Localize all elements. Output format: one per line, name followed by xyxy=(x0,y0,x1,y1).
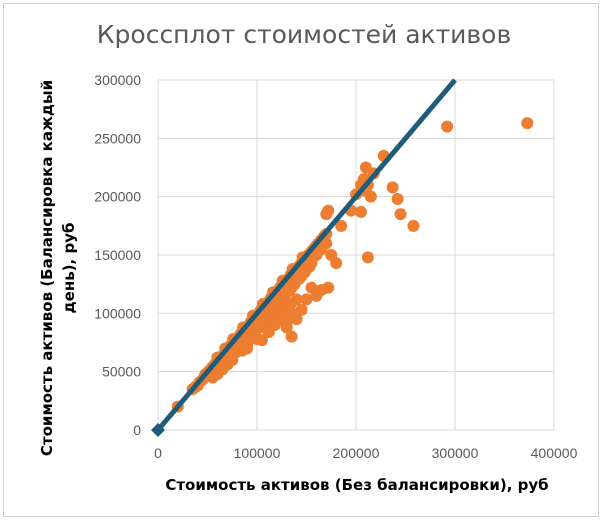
data-point xyxy=(394,208,407,221)
x-tick-labels: 0 100000 200000 300000 400000 xyxy=(154,445,577,461)
x-tick-label: 300000 xyxy=(432,445,479,461)
x-axis-title: Стоимость активов (Без балансировки), ру… xyxy=(165,476,548,494)
data-point xyxy=(407,219,420,232)
y-tick-label: 50000 xyxy=(102,364,141,380)
data-point xyxy=(441,120,454,133)
y-tick-label: 0 xyxy=(133,422,141,438)
data-point xyxy=(364,190,377,203)
data-point xyxy=(290,293,303,306)
y-axis-title-line-1: Стоимость активов (Балансировка каждый xyxy=(38,80,56,456)
data-point xyxy=(255,334,268,347)
data-point xyxy=(386,181,399,194)
data-point xyxy=(361,251,374,264)
data-point xyxy=(391,193,404,205)
y-tick-labels: 0 50000 100000 150000 200000 250000 300000 xyxy=(94,72,141,438)
data-point xyxy=(354,205,367,218)
data-point xyxy=(320,237,333,250)
y-tick-label: 250000 xyxy=(94,130,141,146)
reference-line xyxy=(156,78,457,432)
reference-line-group xyxy=(151,78,457,437)
data-point xyxy=(241,342,254,355)
x-tick-label: 200000 xyxy=(333,445,380,461)
y-axis-title-line-2: день), руб xyxy=(60,223,78,314)
data-point xyxy=(290,313,303,326)
data-point xyxy=(305,281,318,294)
y-tick-label: 150000 xyxy=(94,247,141,263)
y-tick-label: 200000 xyxy=(94,189,141,205)
x-tick-label: 0 xyxy=(154,445,162,461)
data-point xyxy=(280,321,293,334)
data-point xyxy=(295,303,308,316)
data-point xyxy=(322,204,335,217)
data-points xyxy=(171,117,534,413)
data-point xyxy=(231,344,244,357)
x-tick-label: 400000 xyxy=(531,445,578,461)
data-point xyxy=(325,249,338,261)
origin-marker xyxy=(151,423,165,437)
y-axis-title: Стоимость активов (Балансировка каждый д… xyxy=(38,80,78,456)
data-point xyxy=(335,219,348,232)
y-tick-label: 300000 xyxy=(94,72,141,88)
y-tick-label: 100000 xyxy=(94,305,141,321)
x-tick-label: 100000 xyxy=(234,445,281,461)
data-point xyxy=(521,117,534,130)
data-point xyxy=(300,293,313,306)
chart-title: Кроссплот стоимостей активов xyxy=(97,20,511,49)
data-point xyxy=(285,330,298,343)
data-point xyxy=(322,281,335,294)
